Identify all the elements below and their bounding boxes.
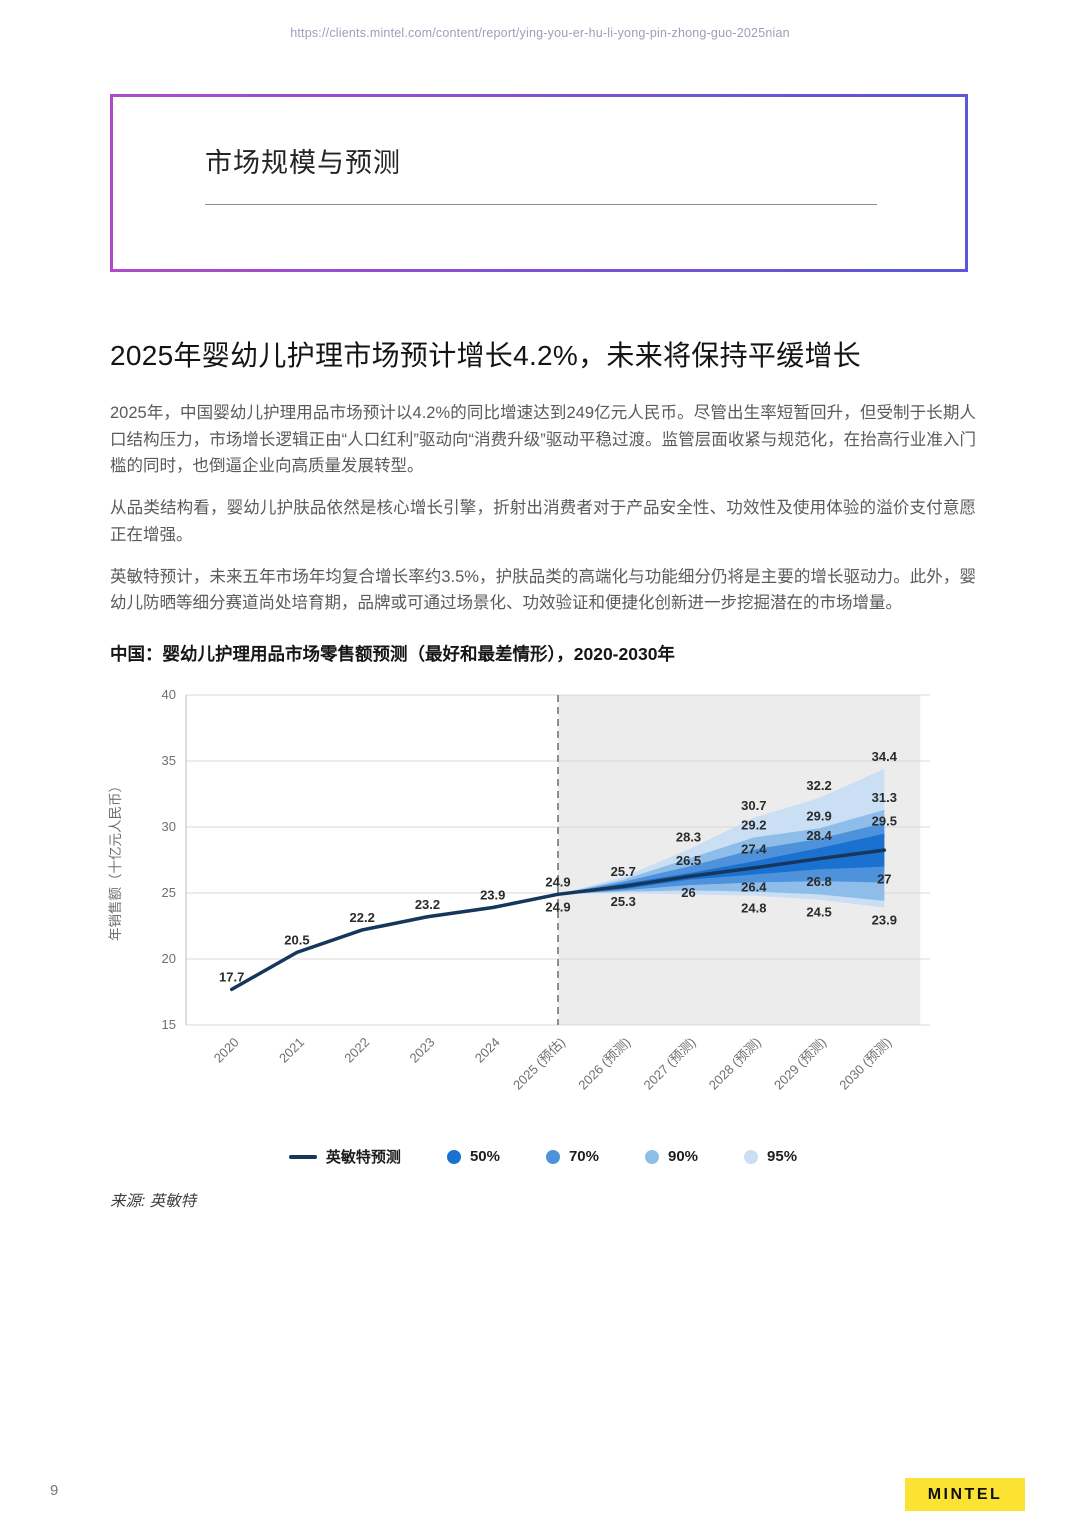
legend-dot-swatch [545,1149,560,1164]
y-tick-label: 30 [162,819,176,834]
legend-label: 90% [668,1148,699,1166]
legend-item-90%: 90% [645,1148,698,1165]
data-label: 34.4 [872,749,898,764]
data-label: 30.7 [741,798,766,813]
fan-chart: 15 20 25 30 35 40 17.7 20.5 22.2 23.2 23.9 24.9 24.9… [108,687,930,1093]
legend-dot-swatch [645,1149,659,1164]
data-label: 26.5 [676,853,701,868]
article-paragraph-3: 英敏特预计，未来五年市场年均复合增长率约3.5%，护肤品类的高端化与功能细分仍将… [110,567,976,613]
legend-dot-swatch [744,1149,759,1164]
data-label: 22.2 [350,910,375,925]
data-label: 24.8 [741,901,766,916]
x-tick-label: 2023 [407,1035,438,1066]
data-label: 25.3 [611,894,636,909]
data-label: 27.4 [741,841,767,856]
legend-label: 95% [767,1148,798,1166]
data-label: 29.2 [741,818,766,833]
x-tick-label: 2020 [211,1035,242,1066]
data-label: 23.9 [872,913,897,928]
x-tick-label: 2022 [341,1035,372,1066]
data-label: 26.8 [806,874,831,889]
data-label: 24.9 [545,899,570,914]
legend-item-50%: 50% [446,1148,500,1166]
data-label: 17.7 [219,969,244,984]
data-label: 29.9 [806,808,831,823]
section-header-box: 市场规模与预测 [110,94,968,272]
y-tick-label: 20 [162,951,176,966]
y-axis-title: 年销售额（十亿元人民币） [108,779,123,941]
mintel-logo: MINTEL [905,1478,1025,1511]
confidence-band-70% [558,823,885,895]
report-content: 2025年婴幼儿护理市场预计增长4.2%，未来将保持平缓增长 2025年，中国婴… [108,334,976,1211]
data-label: 25.7 [611,864,636,879]
legend-item-英敏特预测: 英敏特预测 [288,1146,401,1167]
section-title: 市场规模与预测 [205,148,401,178]
data-label: 23.9 [480,888,505,903]
y-tick-label: 35 [162,753,176,768]
article-heading: 2025年婴幼儿护理市场预计增长4.2%，未来将保持平缓增长 [110,340,862,371]
x-tick-label: 2026 (预测) [575,1035,633,1093]
legend-item-70%: 70% [545,1148,599,1166]
legend-label: 50% [469,1148,500,1166]
x-tick-label: 2030 (预测) [836,1035,894,1093]
page-number: 9 [50,1482,59,1499]
x-tick-label: 2024 [472,1035,503,1066]
data-label: 24.9 [545,874,570,889]
forecast-line [229,848,887,992]
legend-line-swatch [288,1154,317,1159]
x-tick-label: 2028 (预测) [706,1035,764,1093]
legend-dot-swatch [446,1149,461,1164]
x-tick-label: 2029 (预测) [771,1035,829,1093]
legend-label: 70% [568,1148,599,1166]
chart-legend: 英敏特预测 50% 70% 90% 95% [110,1146,976,1167]
confidence-band-50% [558,833,885,895]
chart-title: 中国：婴幼儿护理用品市场零售额预测（最好和最差情形），2020-2030年 [110,644,675,665]
data-label: 26.4 [741,880,767,895]
page-url: https://clients.mintel.com/content/repor… [290,26,790,40]
data-label: 28.3 [676,829,701,844]
article-paragraph-1: 2025年，中国婴幼儿护理用品市场预计以4.2%的同比增速达到249亿元人民币。… [110,404,976,476]
legend-item-95%: 95% [744,1148,797,1165]
chart-source: 来源: 英敏特 [110,1193,197,1211]
data-label: 23.2 [415,897,440,912]
data-label: 32.2 [806,778,831,793]
y-tick-label: 15 [162,1017,176,1032]
data-label: 31.3 [872,790,897,805]
legend-label: 英敏特预测 [325,1149,401,1167]
data-label: 27 [877,872,891,887]
x-tick-label: 2021 [276,1035,307,1066]
data-label: 20.5 [284,932,309,947]
section-title-divider [205,204,877,205]
data-label: 29.5 [872,814,897,829]
data-label: 26 [681,885,695,900]
y-tick-label: 25 [162,885,176,900]
data-label: 24.5 [806,905,831,920]
data-label: 28.4 [806,828,832,843]
x-tick-label: 2027 (预测) [641,1035,699,1093]
article-paragraph-2: 从品类结构看，婴幼儿护肤品依然是核心增长引擎，折射出消费者对于产品安全性、功效性… [110,499,976,544]
x-tick-label: 2025 (预估) [510,1035,568,1093]
y-tick-label: 40 [162,687,176,702]
